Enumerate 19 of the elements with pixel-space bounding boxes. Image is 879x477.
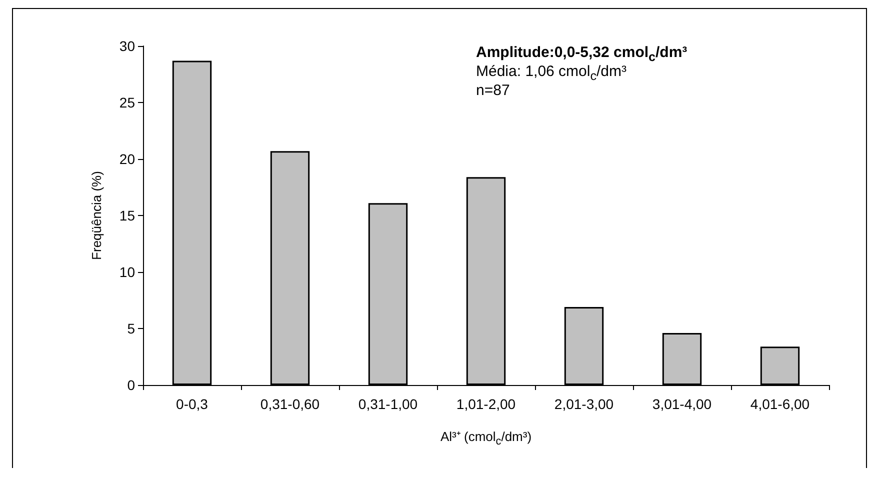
x-tick-label: 0,31-1,00 — [358, 396, 418, 412]
y-tick-label: 5 — [127, 320, 136, 336]
x-tick-label: 3,01-4,00 — [652, 396, 712, 412]
annotation: Amplitude:0,0-5,32 cmol$_{c}$/dm³ — [476, 44, 688, 64]
x-axis-title: Al³⁺ (cmol$_{c}$/dm³) — [440, 429, 532, 448]
y-tick-label: 20 — [119, 151, 136, 167]
annotation: Média: 1,06 cmol$_{c}$/dm³ — [476, 63, 626, 83]
annotation: n=87 — [476, 82, 510, 99]
y-tick-label: 10 — [119, 264, 136, 280]
x-tick-label: 1,01-2,00 — [456, 396, 516, 412]
y-tick-label: 30 — [119, 38, 136, 54]
x-tick-label: 4,01-6,00 — [750, 396, 810, 412]
y-tick-label: 0 — [127, 377, 136, 393]
x-tick-label: 2,01-3,00 — [554, 396, 614, 412]
x-tick-label: 0,31-0,60 — [260, 396, 320, 412]
x-tick-label: 0-0,3 — [176, 396, 208, 412]
y-axis-title: Freqüência (%) — [89, 171, 104, 260]
y-tick-label: 15 — [119, 208, 136, 224]
y-tick-label: 25 — [119, 94, 136, 110]
